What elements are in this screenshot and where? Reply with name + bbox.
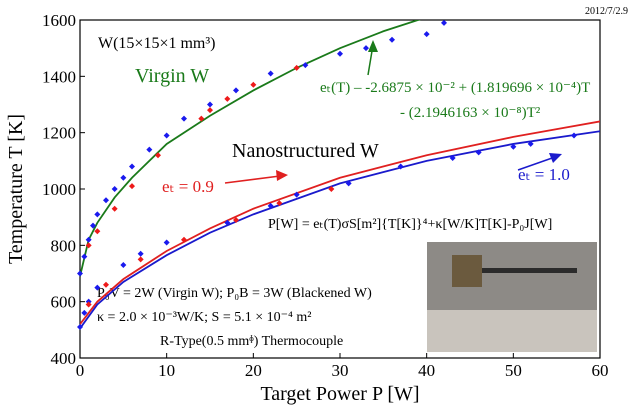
data-point bbox=[233, 87, 239, 94]
x-axis-label: Target Power P [W] bbox=[260, 383, 419, 405]
data-point bbox=[129, 183, 135, 190]
data-point bbox=[527, 140, 534, 147]
annotation: R-Type(0.5 mmᶲ) Thermocouple bbox=[160, 334, 343, 349]
x-tick-label: 0 bbox=[76, 361, 85, 380]
annotation: Virgin W bbox=[135, 65, 209, 87]
data-point bbox=[293, 191, 300, 198]
data-point bbox=[103, 197, 109, 204]
data-point bbox=[103, 281, 109, 288]
data-point bbox=[81, 309, 88, 316]
annotation: eₜ(T) – -2.6875 × 10⁻² + (1.819696 × 10⁻… bbox=[320, 80, 590, 96]
data-point bbox=[224, 219, 231, 226]
data-point bbox=[328, 186, 335, 192]
annotation: W(15×15×1 mm³) bbox=[98, 35, 216, 52]
y-tick-label: 1200 bbox=[42, 124, 76, 143]
photo-inset bbox=[427, 242, 597, 352]
x-tick-label: 40 bbox=[418, 361, 435, 380]
x-tick-label: 50 bbox=[505, 361, 522, 380]
x-tick-label: 20 bbox=[245, 361, 262, 380]
data-point bbox=[233, 216, 239, 223]
data-point bbox=[120, 174, 127, 181]
data-point bbox=[293, 64, 300, 71]
y-tick-label: 1600 bbox=[42, 11, 76, 30]
data-point bbox=[94, 211, 101, 218]
annotation: - (2.1946163 × 10⁻⁸)T² bbox=[400, 105, 541, 121]
data-point bbox=[449, 155, 456, 162]
data-point bbox=[163, 239, 170, 246]
annotation: eₜ = 0.9 bbox=[162, 177, 214, 196]
annotation: P₀V = 2W (Virgin W); P₀B = 3W (Blackened… bbox=[97, 286, 372, 301]
data-point bbox=[397, 163, 404, 170]
y-tick-label: 1000 bbox=[42, 180, 76, 199]
y-axis-label: Temperature T [K] bbox=[5, 114, 27, 264]
x-tick-label: 10 bbox=[158, 361, 175, 380]
y-tick-label: 400 bbox=[51, 349, 77, 368]
data-point bbox=[250, 81, 257, 88]
annotation: κ = 2.0 × 10⁻³W/K; S = 5.1 × 10⁻⁴ m² bbox=[97, 310, 311, 325]
y-tick-label: 1400 bbox=[42, 67, 76, 86]
data-point bbox=[129, 163, 135, 170]
data-point bbox=[137, 256, 144, 263]
y-tick-label: 600 bbox=[51, 293, 77, 312]
y-tick-label: 800 bbox=[51, 236, 77, 255]
data-point bbox=[77, 270, 83, 277]
data-point bbox=[163, 132, 170, 139]
x-tick-label: 30 bbox=[332, 361, 349, 380]
data-point bbox=[441, 19, 447, 26]
annotation: P[W] = eₜ(T)σS[m²]{T[K]}⁴+κ[W/K]T[K]-P₀J… bbox=[268, 217, 552, 232]
data-point bbox=[475, 149, 482, 156]
data-point bbox=[337, 50, 343, 57]
data-point bbox=[224, 95, 231, 102]
data-point bbox=[276, 200, 283, 207]
data-point bbox=[267, 70, 274, 77]
data-point bbox=[85, 301, 92, 308]
data-point bbox=[155, 152, 161, 159]
data-point bbox=[111, 186, 118, 192]
data-point bbox=[302, 62, 309, 69]
data-point bbox=[389, 36, 395, 43]
data-point bbox=[363, 45, 369, 52]
date: 2012/7/2.9 bbox=[585, 6, 628, 17]
data-point bbox=[571, 132, 577, 139]
data-point bbox=[111, 205, 118, 212]
data-point bbox=[120, 262, 127, 269]
fit-curve bbox=[80, 130, 600, 329]
data-point bbox=[198, 115, 205, 122]
data-point bbox=[94, 228, 101, 235]
data-point bbox=[510, 143, 517, 150]
data-point bbox=[267, 202, 274, 209]
data-point bbox=[207, 101, 213, 108]
data-point bbox=[345, 180, 352, 187]
data-point bbox=[137, 250, 144, 257]
data-point bbox=[207, 107, 213, 114]
data-point bbox=[94, 284, 101, 291]
annotation: Nanostructured W bbox=[232, 140, 379, 162]
fit-curve bbox=[80, 120, 600, 325]
arrows bbox=[224, 40, 562, 184]
annotation: eₜ = 1.0 bbox=[518, 165, 570, 184]
data-point bbox=[146, 146, 153, 153]
data-point bbox=[85, 242, 92, 249]
x-tick-label: 60 bbox=[592, 361, 609, 380]
data-point bbox=[81, 253, 88, 260]
data-point bbox=[77, 324, 83, 331]
data-point bbox=[181, 115, 187, 122]
data-point bbox=[85, 236, 92, 243]
data-point bbox=[90, 222, 96, 229]
data-point bbox=[181, 236, 187, 243]
data-point bbox=[423, 31, 430, 38]
